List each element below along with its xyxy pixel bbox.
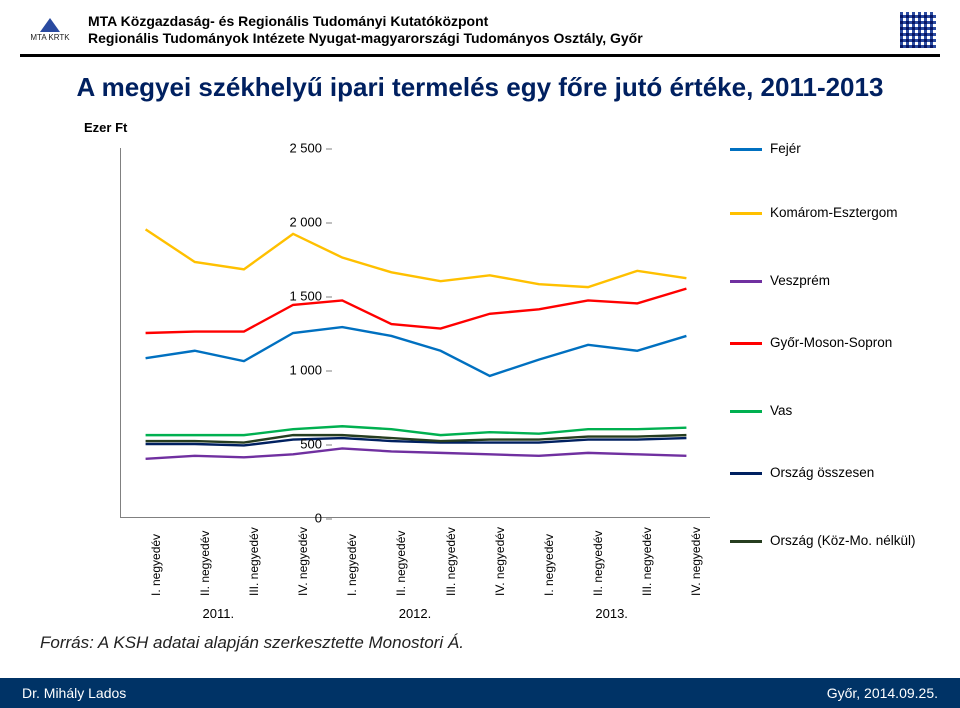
legend-swatch [730, 472, 762, 475]
x-tick-label: I. negyedév [345, 534, 359, 596]
header: MTA KRTK MTA Közgazdaság- és Regionális … [0, 0, 960, 56]
footer-left: Dr. Mihály Lados [22, 685, 126, 701]
left-logo: MTA KRTK [20, 18, 80, 43]
header-line2: Regionális Tudományok Intézete Nyugat-ma… [88, 30, 900, 48]
legend-swatch [730, 540, 762, 543]
legend-item: Vas [730, 402, 930, 420]
legend-item: Veszprém [730, 272, 930, 290]
legend-item: Fejér [730, 140, 930, 158]
x-tick-label: I. negyedév [149, 534, 163, 596]
legend-swatch [730, 342, 762, 345]
legend: Fejér Komárom-Esztergom Veszprém Győr-Moson… [730, 140, 930, 550]
legend-label: Komárom-Esztergom [770, 205, 898, 221]
chart: Ezer Ft Fejér Komárom-Esztergom Veszprém Gy… [40, 120, 920, 620]
x-group-label: 2011. [120, 606, 316, 621]
legend-label: Vas [770, 403, 792, 419]
legend-item: Ország (Köz-Mo. nélkül) [730, 532, 930, 550]
series-line [146, 289, 687, 333]
source-note: Forrás: A KSH adatai alapján szerkesztet… [40, 633, 464, 653]
x-tick-label: IV. negyedév [689, 527, 703, 596]
series-line [146, 426, 687, 435]
series-line [146, 448, 687, 458]
legend-label: Fejér [770, 141, 801, 157]
x-tick-label: I. negyedév [542, 534, 556, 596]
x-tick-label: III. negyedév [444, 527, 458, 596]
x-group-label: 2013. [514, 606, 710, 621]
logo-text: MTA KRTK [20, 34, 80, 43]
y-tick-label: 1 500 [250, 289, 322, 304]
y-tick-label: 1 000 [250, 363, 322, 378]
legend-label: Ország összesen [770, 465, 874, 481]
plot-area [120, 148, 710, 518]
footer-right: Győr, 2014.09.25. [827, 685, 938, 701]
logo-triangle-icon [40, 18, 60, 32]
series-line [146, 229, 687, 287]
legend-swatch [730, 280, 762, 283]
chart-title: A megyei székhelyű ipari termelés egy fő… [0, 72, 960, 103]
x-tick-label: II. negyedév [198, 531, 212, 596]
legend-label: Győr-Moson-Sopron [770, 335, 892, 351]
right-logo-icon [900, 12, 936, 48]
y-tick-label: 2 500 [250, 141, 322, 156]
legend-item: Komárom-Esztergom [730, 204, 930, 222]
legend-label: Veszprém [770, 273, 830, 289]
footer: Dr. Mihály Lados Győr, 2014.09.25. [0, 678, 960, 708]
x-group-label: 2012. [317, 606, 513, 621]
y-tick-label: 2 000 [250, 215, 322, 230]
y-tick-label: 500 [250, 437, 322, 452]
x-tick-label: IV. negyedév [493, 527, 507, 596]
x-tick-label: II. negyedév [591, 531, 605, 596]
x-tick-label: III. negyedév [640, 527, 654, 596]
series-line [146, 327, 687, 376]
x-tick-label: III. negyedév [247, 527, 261, 596]
y-tick-label: 0 [250, 511, 322, 526]
legend-swatch [730, 148, 762, 151]
x-tick-label: IV. negyedév [296, 527, 310, 596]
legend-label: Ország (Köz-Mo. nélkül) [770, 533, 916, 549]
header-text: MTA Közgazdaság- és Regionális Tudományi… [80, 13, 900, 48]
legend-item: Ország összesen [730, 464, 930, 482]
legend-item: Győr-Moson-Sopron [730, 334, 930, 352]
x-tick-label: II. negyedév [394, 531, 408, 596]
legend-swatch [730, 212, 762, 215]
y-axis-title: Ezer Ft [84, 120, 127, 135]
line-svg [121, 148, 711, 518]
header-rule [20, 54, 940, 57]
header-line1: MTA Közgazdaság- és Regionális Tudományi… [88, 13, 900, 31]
legend-swatch [730, 410, 762, 413]
